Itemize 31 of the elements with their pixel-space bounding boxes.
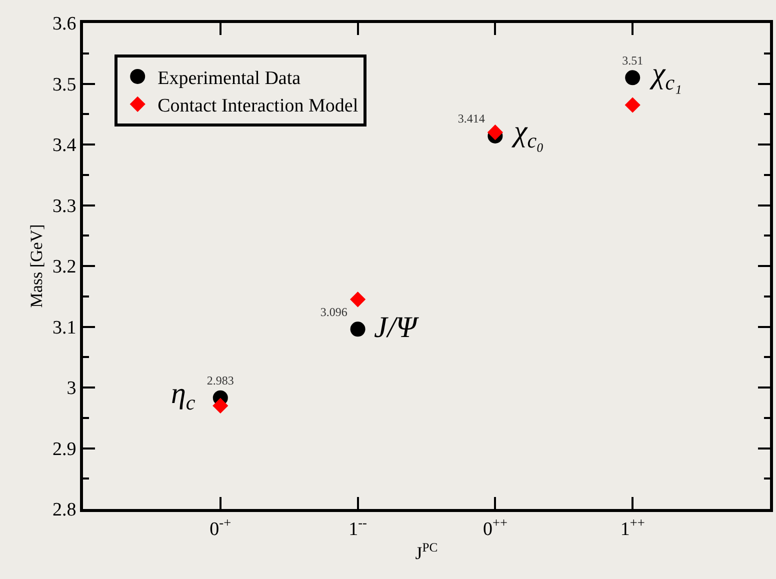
y-tick-label: 3.2 bbox=[52, 256, 76, 278]
y-tick-label: 2.8 bbox=[52, 500, 76, 521]
legend-label: Experimental Data bbox=[158, 68, 302, 89]
annotation: χ$_{c₀}$ bbox=[511, 115, 544, 152]
y-tick-label: 3.5 bbox=[52, 74, 76, 96]
point bbox=[624, 97, 640, 113]
point bbox=[350, 322, 366, 337]
point bbox=[625, 70, 640, 86]
data-label: 3.51 bbox=[622, 53, 644, 68]
y-tick-label: 3 bbox=[66, 378, 76, 400]
annotation: J/Ψ bbox=[374, 311, 420, 344]
x-tick-label: 0$^{++}$ bbox=[482, 514, 508, 540]
point bbox=[350, 292, 366, 308]
y-axis-title: Mass [GeV] bbox=[27, 224, 46, 308]
annotation: η$_{c}$ bbox=[171, 377, 196, 414]
x-axis-title: J$^{PC}$ bbox=[415, 540, 438, 563]
data-label: 3.096 bbox=[320, 304, 348, 319]
data-label: 3.414 bbox=[458, 112, 485, 126]
x-tick-label: 0$^{-+}$ bbox=[210, 514, 232, 540]
legend-label: Contact Interaction Model bbox=[158, 96, 358, 117]
y-tick-label: 3.4 bbox=[52, 135, 77, 156]
point bbox=[212, 398, 228, 414]
data-label: 2.983 bbox=[206, 373, 234, 388]
y-tick-label: 3.3 bbox=[52, 196, 76, 217]
x-tick-label: 1$^{--}$ bbox=[348, 514, 367, 540]
y-tick-label: 3.6 bbox=[52, 14, 76, 35]
annotation: χ$_{c₁}$ bbox=[649, 57, 682, 94]
y-tick-label: 3.1 bbox=[52, 317, 76, 338]
point bbox=[487, 124, 503, 140]
x-tick-label: 1$^{++}$ bbox=[620, 514, 645, 540]
y-tick-label: 2.9 bbox=[52, 438, 76, 460]
